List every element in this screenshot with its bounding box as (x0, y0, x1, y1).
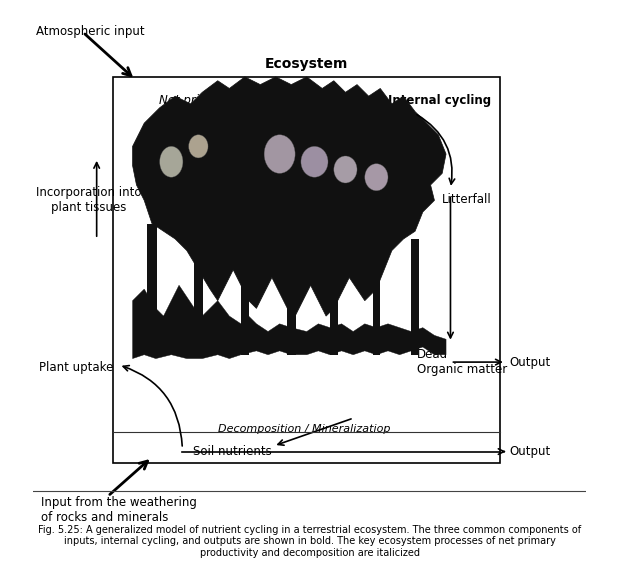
Bar (113, 77, 500, 463)
Text: Net primary productivity: Net primary productivity (160, 94, 305, 107)
Text: Output: Output (509, 445, 551, 458)
Text: Internal cycling: Internal cycling (388, 94, 491, 107)
Text: Soil nutrients: Soil nutrients (193, 445, 272, 458)
Ellipse shape (334, 156, 357, 183)
Polygon shape (132, 77, 446, 316)
Bar (147, 224, 157, 355)
Bar (194, 208, 203, 355)
Bar (411, 239, 419, 355)
Text: Incorporation into
plant tissues: Incorporation into plant tissues (36, 186, 141, 214)
Text: Fig. 5.25: A generalized model of nutrient cycling in a terrestrial ecosystem. T: Fig. 5.25: A generalized model of nutrie… (38, 524, 581, 558)
Text: Atmospheric input: Atmospheric input (36, 25, 144, 38)
Text: Output: Output (509, 356, 551, 369)
Text: Plant uptake: Plant uptake (38, 361, 113, 374)
Ellipse shape (301, 146, 328, 177)
Bar (287, 201, 295, 355)
Bar (373, 220, 380, 355)
Text: Litterfall: Litterfall (442, 193, 492, 206)
Text: Decomposition / Mineralizatiop: Decomposition / Mineralizatiop (218, 424, 390, 434)
Polygon shape (132, 285, 446, 359)
Ellipse shape (189, 135, 208, 158)
Ellipse shape (264, 135, 295, 173)
FancyArrowPatch shape (123, 365, 182, 446)
Text: Input from the weathering
of rocks and minerals: Input from the weathering of rocks and m… (41, 496, 197, 524)
FancyArrowPatch shape (417, 115, 455, 184)
Text: Ecosystem: Ecosystem (265, 57, 348, 71)
Bar (241, 193, 249, 355)
Text: Dead
Organic matter: Dead Organic matter (417, 348, 508, 376)
Ellipse shape (160, 146, 183, 177)
Bar (329, 208, 338, 355)
Ellipse shape (365, 164, 388, 191)
